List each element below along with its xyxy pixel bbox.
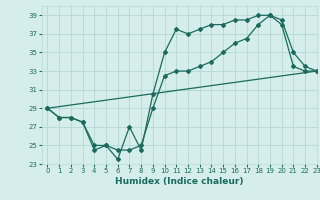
X-axis label: Humidex (Indice chaleur): Humidex (Indice chaleur) <box>115 177 244 186</box>
